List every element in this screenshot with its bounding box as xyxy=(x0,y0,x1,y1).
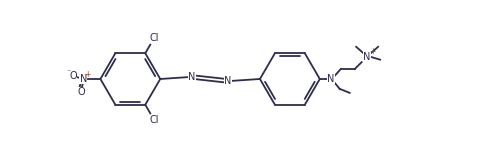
Text: Cl: Cl xyxy=(149,33,159,43)
Text: Cl: Cl xyxy=(149,115,159,125)
Text: O: O xyxy=(69,71,77,81)
Text: N: N xyxy=(188,72,195,82)
Text: +: + xyxy=(84,70,91,79)
Text: ⁻: ⁻ xyxy=(66,68,71,77)
Text: O: O xyxy=(77,87,85,97)
Text: N: N xyxy=(363,52,370,62)
Text: +: + xyxy=(368,47,375,56)
Text: N: N xyxy=(224,76,231,86)
Text: N: N xyxy=(326,74,334,84)
Text: N: N xyxy=(80,74,87,84)
